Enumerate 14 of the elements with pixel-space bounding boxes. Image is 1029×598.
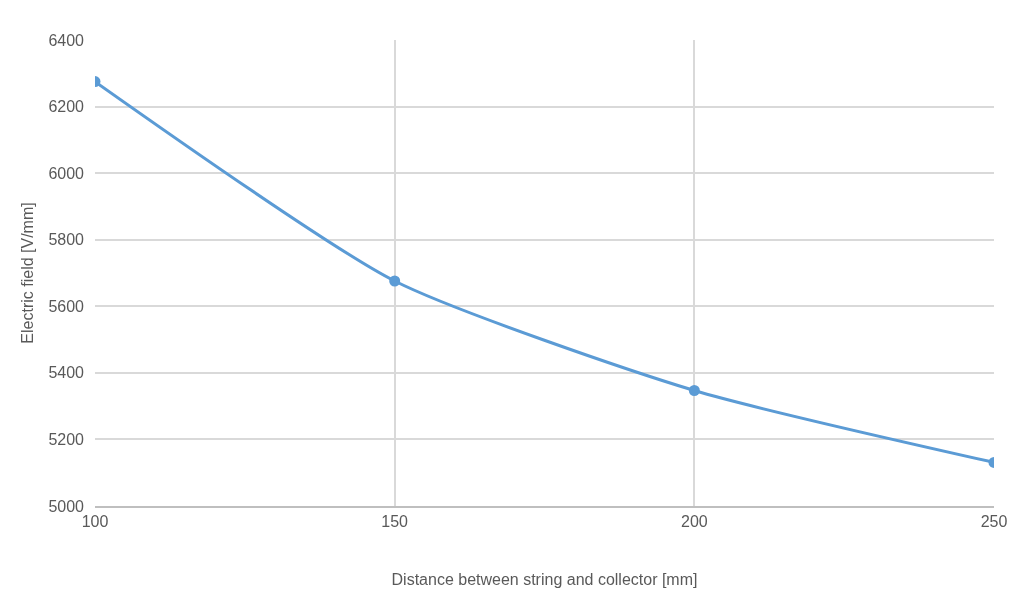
x-axis-title: Distance between string and collector [mm] bbox=[391, 571, 698, 589]
y-tick-label: 6200 bbox=[48, 98, 85, 116]
y-tick-label: 5800 bbox=[48, 231, 85, 249]
x-tick-label: 100 bbox=[81, 512, 109, 530]
y-tick-label: 6400 bbox=[48, 31, 85, 49]
y-tick-label: 6000 bbox=[48, 164, 85, 182]
y-tick-label: 5200 bbox=[48, 431, 85, 449]
x-tick-label: 200 bbox=[680, 512, 708, 530]
y-axis-title: Electric field [V/mm] bbox=[19, 202, 37, 344]
y-tick-label: 5000 bbox=[48, 497, 85, 515]
x-tick-label: 150 bbox=[381, 512, 409, 530]
y-tick-label: 5600 bbox=[48, 297, 85, 315]
x-tick-label: 250 bbox=[980, 512, 1008, 530]
y-tick-label: 5400 bbox=[48, 364, 85, 382]
